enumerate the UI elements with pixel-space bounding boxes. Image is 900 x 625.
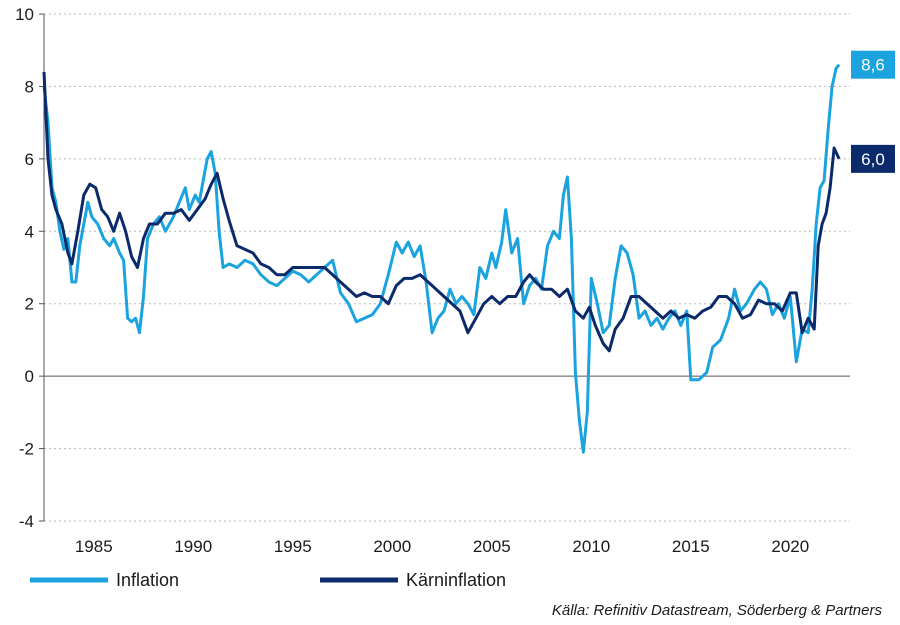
x-tick-label: 2005 <box>473 537 511 556</box>
x-tick-label: 1995 <box>274 537 312 556</box>
legend-label-karninflation: Kärninflation <box>406 570 506 590</box>
series-lines <box>42 63 841 454</box>
end-label-box <box>851 144 895 173</box>
y-tick-label: 8 <box>25 77 34 96</box>
end-labels: 8,6 6,0 <box>851 50 895 173</box>
y-tick-label: -4 <box>19 512 34 531</box>
x-tick-label: 2000 <box>373 537 411 556</box>
end-label-box <box>851 50 895 79</box>
x-tick-label: 1985 <box>75 537 113 556</box>
y-tick-label: 6 <box>25 150 34 169</box>
x-tick-labels: 1985 1990 1995 2000 2005 2010 2015 2020 <box>75 537 809 556</box>
legend: Inflation Kärninflation <box>30 570 506 590</box>
gridlines <box>44 13 850 522</box>
y-tick-label: 2 <box>25 295 34 314</box>
y-tick-labels: -4 -2 0 2 4 6 8 10 <box>15 5 44 531</box>
y-tick-label: -2 <box>19 440 34 459</box>
series-line-karninflation <box>42 71 841 353</box>
end-label-value: 6,0 <box>861 150 885 169</box>
source-note: Källa: Refinitiv Datastream, Söderberg &… <box>551 602 882 619</box>
x-tick-label: 2010 <box>572 537 610 556</box>
x-tick-label: 2015 <box>672 537 710 556</box>
x-tick-label: 2020 <box>771 537 809 556</box>
x-tick-label: 1990 <box>174 537 212 556</box>
y-tick-label: 0 <box>25 367 34 386</box>
y-tick-label: 10 <box>15 5 34 24</box>
end-label-value: 8,6 <box>861 56 885 75</box>
y-tick-label: 4 <box>25 222 34 241</box>
series-line-inflation <box>42 63 841 454</box>
legend-label-inflation: Inflation <box>116 570 179 590</box>
